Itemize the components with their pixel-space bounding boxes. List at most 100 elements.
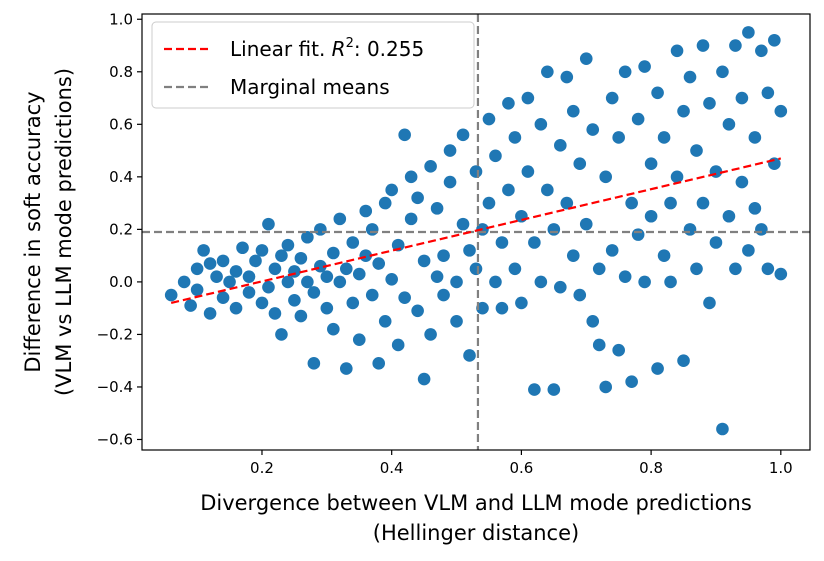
scatter-point xyxy=(333,212,347,226)
x-tick-label: 1.0 xyxy=(769,459,793,477)
scatter-point xyxy=(638,275,651,289)
scatter-point xyxy=(534,275,548,289)
scatter-point xyxy=(430,202,444,215)
x-tick-label: 0.6 xyxy=(509,459,533,477)
scatter-point xyxy=(547,383,561,396)
scatter-point xyxy=(625,196,638,210)
scatter-point xyxy=(748,202,762,215)
scatter-point xyxy=(664,196,677,210)
scatter-point xyxy=(190,283,204,297)
scatter-point xyxy=(560,70,574,84)
scatter-point xyxy=(352,333,366,346)
scatter-point xyxy=(404,170,418,184)
scatter-point xyxy=(716,422,729,436)
y-tick-label: 0.8 xyxy=(109,63,133,81)
y-tick-label: −0.4 xyxy=(97,378,133,396)
scatter-point xyxy=(203,307,217,320)
scatter-point xyxy=(677,354,690,367)
scatter-point xyxy=(443,175,457,189)
scatter-point xyxy=(301,230,314,244)
scatter-point xyxy=(307,286,321,299)
scatter-point xyxy=(508,262,522,276)
scatter-point xyxy=(690,262,703,276)
scatter-point xyxy=(774,267,788,281)
scatter-point xyxy=(372,257,386,270)
scatter-point xyxy=(437,288,450,302)
scatter-point xyxy=(294,309,308,323)
scatter-point xyxy=(378,315,392,328)
scatter-point xyxy=(761,86,775,100)
y-tick-label: 0.4 xyxy=(109,168,133,186)
scatter-point xyxy=(398,128,411,142)
scatter-point xyxy=(592,338,606,352)
scatter-point xyxy=(411,191,424,205)
scatter-point xyxy=(223,275,236,289)
scatter-point xyxy=(735,175,749,189)
scatter-point xyxy=(638,60,651,73)
scatter-point xyxy=(664,275,677,289)
scatter-point xyxy=(424,328,437,341)
scatter-point xyxy=(599,380,613,394)
scatter-point xyxy=(391,338,405,352)
scatter-point xyxy=(456,217,470,231)
scatter-point xyxy=(716,65,729,79)
scatter-point xyxy=(495,236,509,249)
scatter-point xyxy=(469,165,483,178)
scatter-point xyxy=(210,270,223,283)
scatter-point xyxy=(735,91,749,105)
linear-fit-line xyxy=(170,157,782,304)
scatter-point xyxy=(391,238,405,252)
scatter-point xyxy=(450,315,463,328)
scatter-point xyxy=(281,238,295,252)
scatter-point xyxy=(398,291,411,304)
scatter-point xyxy=(502,183,515,197)
scatter-point xyxy=(755,223,768,236)
scatter-point xyxy=(677,104,690,118)
scatter-point xyxy=(255,244,269,257)
scatter-point xyxy=(690,144,703,157)
scatter-point xyxy=(554,139,567,152)
legend-fit-label: Linear fit. R2: 0.255 xyxy=(230,36,424,61)
scatter-point xyxy=(489,275,502,289)
scatter-point xyxy=(288,293,301,307)
scatter-point xyxy=(281,275,295,289)
scatter-point xyxy=(722,118,736,131)
y-tick-label: 0.0 xyxy=(109,273,133,291)
scatter-point xyxy=(670,44,684,58)
scatter-point xyxy=(437,249,450,262)
scatter-point xyxy=(605,244,619,257)
scatter-point xyxy=(703,296,716,310)
plot-frame xyxy=(141,13,811,451)
scatter-point xyxy=(275,249,288,262)
scatter-point xyxy=(197,244,210,257)
scatter-point xyxy=(365,223,379,236)
scatter-point xyxy=(255,296,269,310)
scatter-point xyxy=(502,97,515,110)
scatter-point xyxy=(761,262,775,276)
scatter-point xyxy=(508,131,522,144)
scatter-point xyxy=(586,123,600,136)
scatter-point xyxy=(612,343,625,357)
scatter-point xyxy=(528,236,541,249)
x-axis-title-line2: (Hellinger distance) xyxy=(373,521,579,545)
scatter-point xyxy=(314,223,327,236)
scatter-point xyxy=(450,275,463,289)
scatter-point xyxy=(177,275,191,289)
scatter-point xyxy=(592,262,606,276)
scatter-point xyxy=(644,157,658,171)
scatter-point xyxy=(742,26,755,39)
y-tick-label: 0.2 xyxy=(109,220,133,238)
scatter-point xyxy=(164,288,178,302)
scatter-point xyxy=(599,170,613,184)
scatter-point xyxy=(184,299,197,312)
x-tick-label: 0.8 xyxy=(639,459,663,477)
scatter-point xyxy=(683,70,697,84)
scatter-point xyxy=(755,44,768,58)
scatter-point xyxy=(495,301,509,315)
y-axis-title-line2: (VLM vs LLM mode predictions) xyxy=(52,68,76,396)
y-tick-label: −0.2 xyxy=(97,325,133,343)
x-axis-ticks: 0.2 0.4 0.6 0.8 1.0 xyxy=(250,450,793,477)
scatter-point xyxy=(301,275,314,289)
scatter-point xyxy=(631,228,645,241)
scatter-point xyxy=(229,265,243,278)
